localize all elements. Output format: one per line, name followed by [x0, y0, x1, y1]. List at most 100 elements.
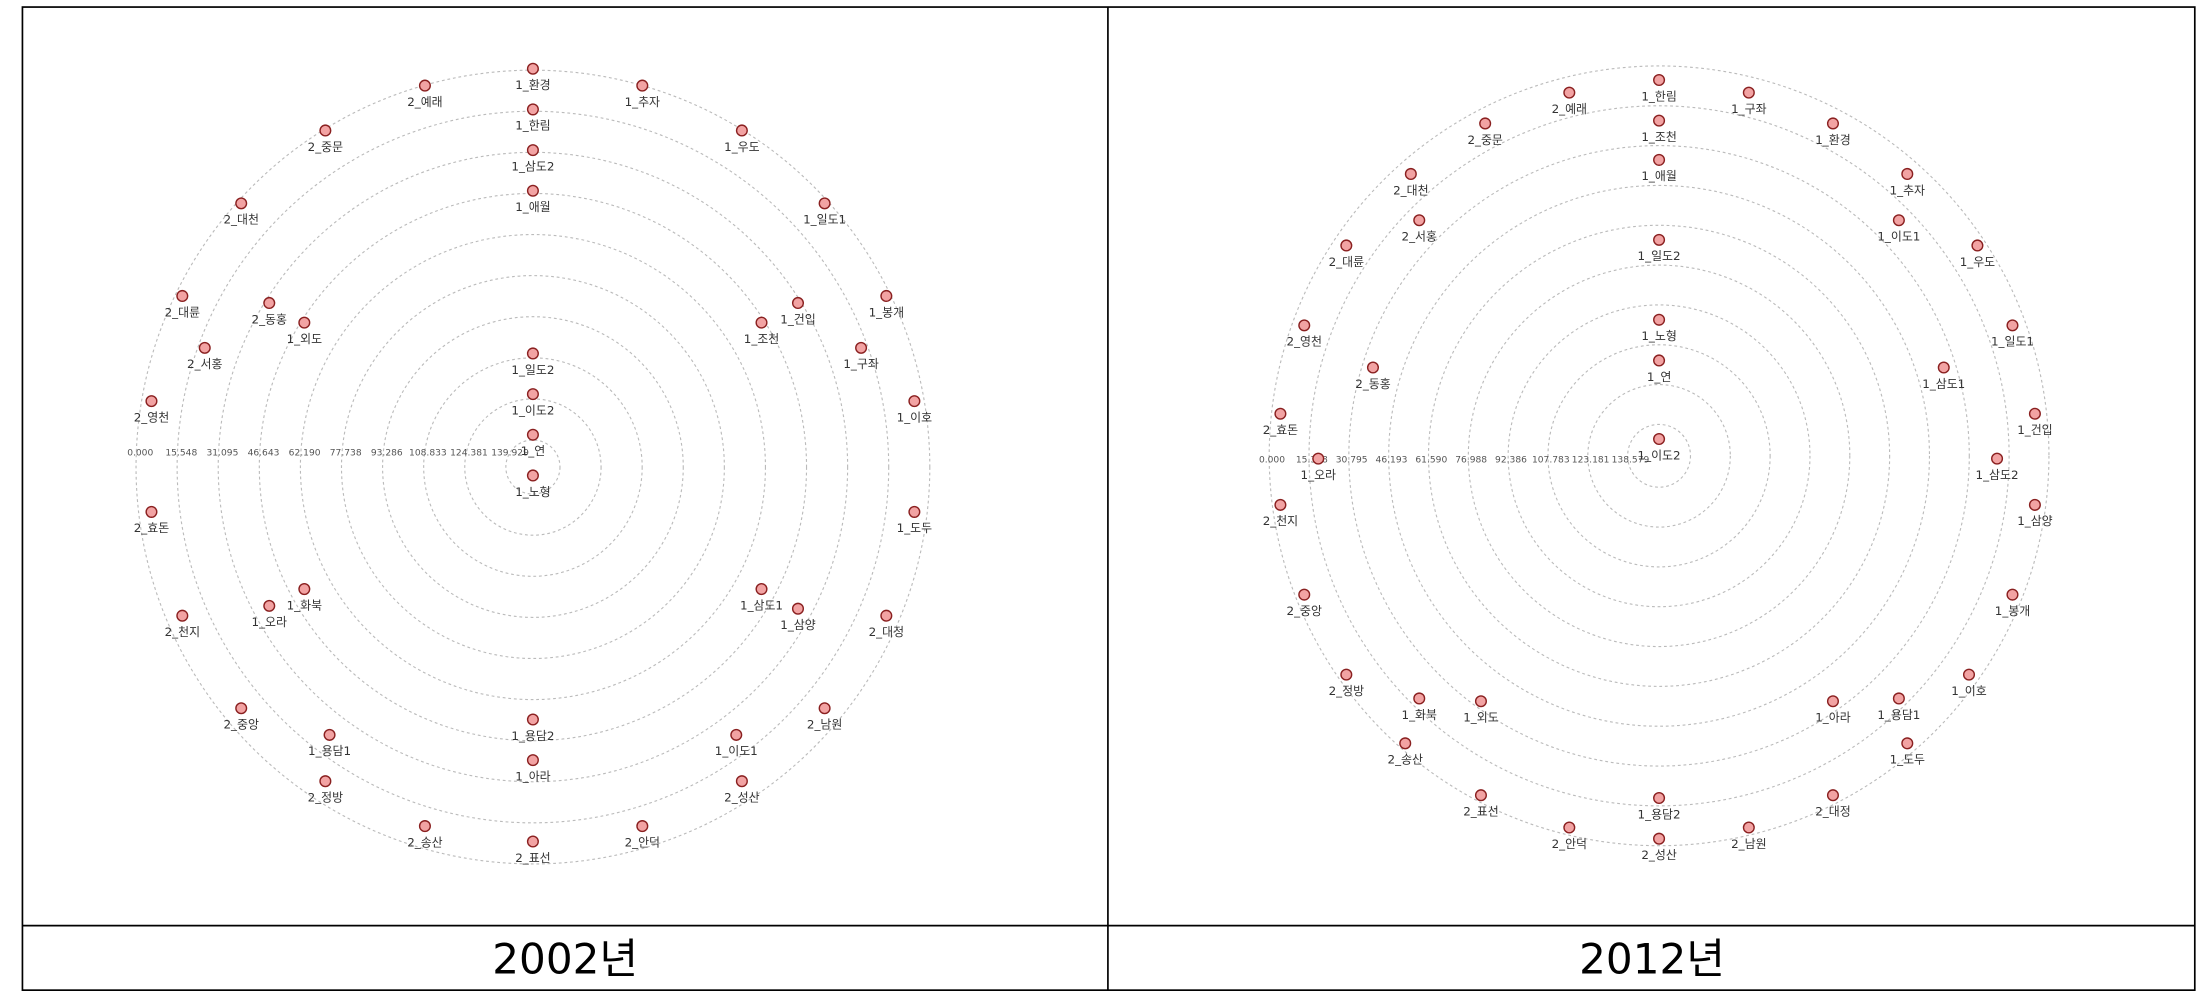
ring-label: 62.190 [289, 449, 321, 459]
node-label: 2_동홍 [252, 312, 287, 326]
node [145, 395, 158, 408]
node-label: 1_이도1 [715, 744, 758, 758]
node-label: 1_용담1 [308, 744, 351, 758]
node [2028, 498, 2041, 511]
node [526, 103, 539, 116]
ring-label: 123.181 [1572, 456, 1610, 466]
node-label: 1_연 [521, 444, 545, 458]
node-label: 1_도두 [1890, 753, 1925, 767]
node-label: 1_외도 [287, 332, 322, 346]
node-label: 1_오라 [1301, 468, 1336, 482]
node-label: 1_우도 [724, 140, 759, 154]
node [1901, 737, 1914, 750]
node-label: 1_조천 [1641, 130, 1676, 144]
node [1742, 86, 1755, 99]
ring [423, 357, 643, 577]
node [1742, 821, 1755, 834]
ring-label: 46.193 [1376, 456, 1408, 466]
node [908, 395, 921, 408]
node [1653, 354, 1666, 367]
node [235, 702, 248, 715]
node [1901, 167, 1914, 180]
node [1826, 789, 1839, 802]
node [1340, 239, 1353, 252]
node [526, 62, 539, 75]
node-label: 1_화북 [287, 598, 322, 612]
node-label: 2_중앙 [1287, 604, 1322, 618]
ring [464, 398, 602, 536]
node [319, 775, 332, 788]
node-label: 1_이도2 [1638, 448, 1681, 462]
node [1653, 233, 1666, 246]
node-label: 1_구좌 [843, 357, 878, 371]
node-label: 1_이호 [1951, 684, 1986, 698]
node-label: 1_화북 [1402, 708, 1437, 722]
node-label: 1_건입 [780, 312, 815, 326]
node-label: 2_영천 [1287, 335, 1322, 349]
node [1274, 498, 1287, 511]
ring-label: 61.590 [1415, 456, 1447, 466]
node-label: 1_애월 [1641, 169, 1676, 183]
node [1892, 692, 1905, 705]
node-label: 1_삼도1 [1922, 377, 1965, 391]
node [145, 505, 158, 518]
node [263, 296, 276, 309]
node [880, 289, 893, 302]
node [418, 79, 431, 92]
node [176, 609, 189, 622]
node [636, 79, 649, 92]
node [526, 713, 539, 726]
node [235, 197, 248, 210]
node [1563, 86, 1576, 99]
node [1479, 117, 1492, 130]
node-label: 1_삼도2 [1976, 468, 2019, 482]
ring [1547, 344, 1771, 568]
node [319, 124, 332, 137]
ring-label: 77.738 [330, 449, 362, 459]
node [1563, 821, 1576, 834]
node [526, 835, 539, 848]
node-label: 1_우도 [1960, 255, 1995, 269]
node-label: 2_효돈 [1263, 423, 1298, 437]
node [818, 702, 831, 715]
node [1962, 668, 1976, 681]
node-label: 1_삼도2 [511, 159, 554, 173]
node-label: 2_남원 [807, 718, 842, 732]
node [526, 347, 539, 360]
node [730, 728, 743, 741]
ring [258, 192, 808, 742]
node-label: 1_일도2 [1638, 249, 1681, 263]
ring [1388, 184, 1931, 727]
ring-label: 138.579 [1612, 456, 1650, 466]
ring [382, 316, 684, 618]
ring [176, 110, 890, 824]
node [1653, 73, 1666, 87]
node-label: 2_대천 [1393, 183, 1428, 197]
ring [1348, 145, 1970, 767]
node-label: 2_천지 [1263, 514, 1298, 528]
node [526, 754, 539, 767]
node [1366, 361, 1380, 374]
node-label: 2_대정 [1815, 805, 1850, 819]
node-label: 1_연 [1647, 370, 1671, 384]
node-label: 2_대천 [223, 213, 258, 227]
node-label: 2_중문 [1467, 133, 1502, 147]
node [526, 388, 539, 401]
node [1413, 692, 1426, 705]
node [735, 775, 748, 788]
node [298, 316, 311, 329]
node-label: 2_효돈 [134, 521, 169, 535]
ring-label: 93.286 [371, 449, 403, 459]
node-label: 2_서홍 [1402, 230, 1437, 244]
node-label: 2_표선 [1463, 805, 1498, 819]
ring-label: 76.988 [1455, 456, 1487, 466]
node [1298, 319, 1311, 332]
node-label: 1_한림 [1641, 89, 1676, 103]
node-label: 1_구좌 [1731, 102, 1766, 116]
node [526, 184, 539, 197]
node [908, 505, 921, 518]
ring-label: 0.000 [127, 449, 153, 459]
ring-label: 107.783 [1532, 456, 1570, 466]
node [298, 583, 311, 596]
